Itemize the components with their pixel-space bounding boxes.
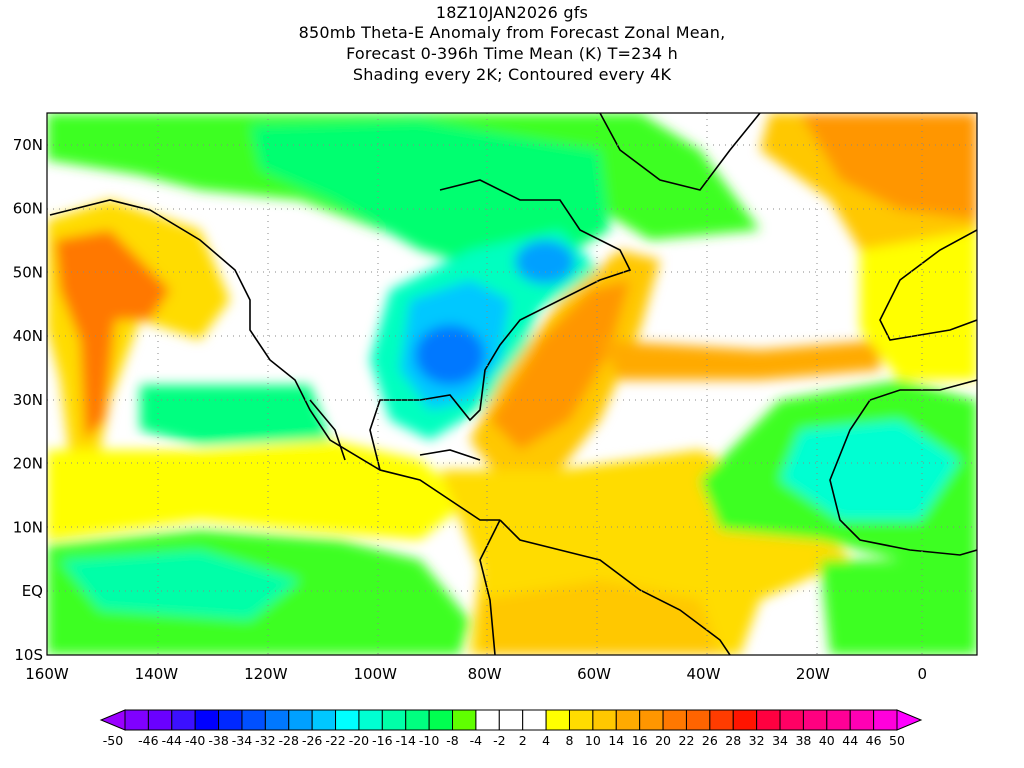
colorbar-label: -16 <box>372 733 392 748</box>
colorbar-box <box>779 709 804 731</box>
colorbar-label: 28 <box>725 733 741 748</box>
shading-field <box>47 113 977 655</box>
lon-label: 160W <box>25 665 69 683</box>
lat-label: 20N <box>13 455 43 473</box>
colorbar-box <box>147 709 173 731</box>
colorbar-box <box>802 709 828 731</box>
colorbar-label: -46 <box>138 733 158 748</box>
colorbar-box <box>756 709 781 731</box>
colorbar-label: 34 <box>772 733 788 748</box>
colorbar-box <box>241 709 266 731</box>
colorbar-box <box>662 709 687 731</box>
colorbar-label: -34 <box>232 733 252 748</box>
colorbar-box <box>826 709 851 731</box>
colorbar-label: -28 <box>279 733 299 748</box>
coastlines <box>49 113 977 655</box>
colorbar-label: -14 <box>396 733 416 748</box>
lat-label: 50N <box>13 263 43 281</box>
colorbar-label: 14 <box>608 733 624 748</box>
colorbar-label: -22 <box>325 733 345 748</box>
colorbar-box <box>288 709 313 731</box>
lat-label: 10N <box>13 518 43 536</box>
colorbar-box <box>171 709 196 731</box>
lon-label: 140W <box>135 665 179 683</box>
colorbar-box <box>335 709 360 731</box>
title-line-2: 850mb Theta-E Anomaly from Forecast Zona… <box>298 23 726 42</box>
colorbar-label: 38 <box>795 733 811 748</box>
colorbar-box <box>428 709 454 731</box>
colorbar-box <box>405 709 430 731</box>
colorbar-box <box>194 709 220 731</box>
title-line-4: Shading every 2K; Contoured every 4K <box>352 65 672 84</box>
colorbar-box <box>873 709 898 731</box>
colorbar-box <box>639 709 664 731</box>
colorbar-box <box>522 709 547 731</box>
colorbar-box <box>475 709 500 731</box>
colorbar-label: -8 <box>446 733 459 748</box>
colorbar-box <box>264 709 290 731</box>
colorbar-label: 20 <box>655 733 671 748</box>
colorbar-box <box>568 709 594 731</box>
lat-label: 10S <box>14 646 43 664</box>
lon-label: 60W <box>577 665 611 683</box>
map-frame <box>46 112 978 656</box>
colorbar-label: 40 <box>819 733 835 748</box>
title-line-3: Forecast 0-396h Time Mean (K) T=234 h <box>346 44 678 63</box>
colorbar-box <box>709 709 734 731</box>
colorbar-label: 8 <box>566 733 574 748</box>
colorbar-high-arrow <box>896 709 923 731</box>
lat-label: 70N <box>13 136 43 154</box>
lat-label: 60N <box>13 200 43 218</box>
colorbar-box <box>311 709 337 731</box>
colorbar-label: 32 <box>749 733 765 748</box>
colorbar-label: -20 <box>349 733 369 748</box>
colorbar-box <box>358 709 383 731</box>
colorbar-box <box>592 709 617 731</box>
colorbar-label: -10 <box>419 733 439 748</box>
colorbar-label: 44 <box>842 733 858 748</box>
colorbar-label: 50 <box>889 733 905 748</box>
colorbar-label: 16 <box>632 733 648 748</box>
lon-label: 100W <box>354 665 398 683</box>
colorbar-box <box>732 709 758 731</box>
colorbar-low-arrow <box>99 709 126 731</box>
colorbar-label: 4 <box>542 733 550 748</box>
colorbar-box <box>615 709 641 731</box>
colorbar-box <box>545 709 570 731</box>
colorbar-label: 10 <box>585 733 601 748</box>
colorbar-label: -26 <box>302 733 322 748</box>
colorbar-label: -32 <box>255 733 275 748</box>
colorbar-box <box>218 709 243 731</box>
colorbar-label: -40 <box>185 733 205 748</box>
colorbar-box <box>381 709 407 731</box>
colorbar: -50 -46 -44 -40 -38 -34 -32 -28 -26 -22 -20 -16 -14-… <box>99 709 923 748</box>
lat-label: 30N <box>13 391 43 409</box>
colorbar-label: -50 <box>103 733 123 748</box>
colorbar-box <box>124 709 149 731</box>
colorbar-label: -2 <box>493 733 505 748</box>
colorbar-label: 2 <box>519 733 527 748</box>
lon-label: 120W <box>244 665 288 683</box>
gridlines <box>47 113 977 655</box>
colorbar-box <box>849 709 875 731</box>
title-line-1: 18Z10JAN2026 gfs <box>435 3 589 22</box>
colorbar-label: 22 <box>679 733 695 748</box>
colorbar-box <box>498 709 524 731</box>
lon-label: 40W <box>687 665 721 683</box>
colorbar-label: 46 <box>866 733 882 748</box>
colorbar-box <box>452 709 477 731</box>
colorbar-label: -44 <box>162 733 182 748</box>
colorbar-label: -4 <box>470 733 483 748</box>
colorbar-label: -38 <box>208 733 228 748</box>
colorbar-box <box>685 709 711 731</box>
lon-label: 20W <box>796 665 830 683</box>
lon-label: 80W <box>468 665 502 683</box>
lon-label: 0 <box>918 665 928 683</box>
colorbar-label: 26 <box>702 733 718 748</box>
lat-label: EQ <box>22 582 43 600</box>
lat-label: 40N <box>13 327 43 345</box>
